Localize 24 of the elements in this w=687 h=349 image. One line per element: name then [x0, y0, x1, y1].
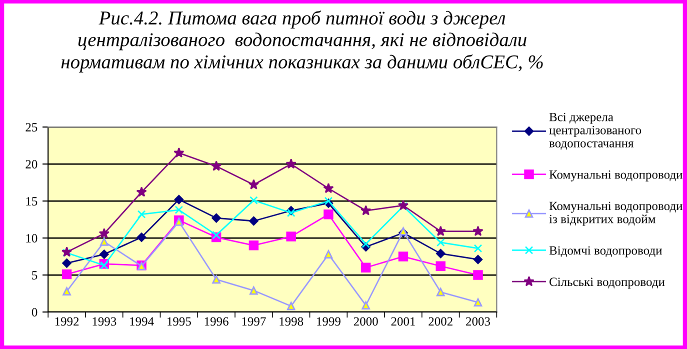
chart-title: Рис.4.2. Питома вага проб питної води з джерел централізованого водопостачання, які не відповідали нормативам по хімічних показниках за даними облСЕС, %: [61, 10, 543, 72]
x-tick-label: 2001: [391, 317, 415, 326]
y-tick-label: 5: [32, 271, 38, 280]
y-tick-label: 15: [26, 197, 38, 206]
x-tick-label: 2003: [466, 317, 490, 326]
y-tick-label: 0: [32, 308, 38, 316]
x-tick-label: 1999: [317, 317, 340, 326]
y-tick-label: 20: [26, 160, 38, 168]
x-tick-label: 2000: [354, 317, 378, 326]
legend-label: Сільські водопроводи: [550, 278, 665, 289]
x-tick-label: 1997: [242, 317, 266, 326]
x-tick-label: 2002: [428, 317, 452, 326]
x-tick-label: 1994: [130, 317, 154, 326]
legend-label: Комунальні водопроводи: [549, 170, 682, 182]
legend-label: Всі джерела централізованого водопостачання: [549, 112, 642, 150]
x-tick-label: 1995: [168, 317, 191, 326]
x-tick-label: 1993: [92, 317, 116, 326]
legend-label: Комунальні водопроводи із відкритих водойм: [549, 202, 682, 226]
y-tick-label: 25: [26, 123, 38, 132]
legend-label: Відомчі водопроводи: [549, 246, 662, 258]
y-tick-label: 10: [26, 234, 38, 242]
x-tick-label: 1992: [55, 317, 79, 326]
x-tick-label: 1998: [280, 317, 304, 326]
x-tick-label: 1996: [204, 317, 228, 326]
